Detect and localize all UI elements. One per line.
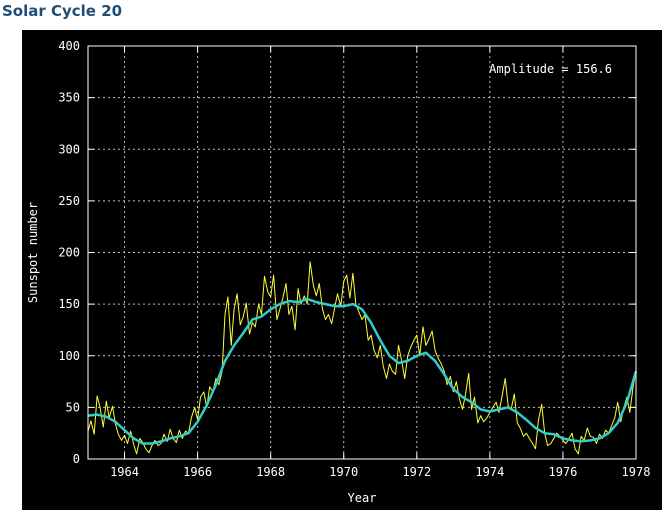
x-tick-label: 1966 <box>183 465 212 479</box>
x-tick-label: 1964 <box>110 465 139 479</box>
page-title: Solar Cycle 20 <box>2 2 123 20</box>
x-tick-label: 1972 <box>402 465 431 479</box>
amplitude-annotation: Amplitude = 156.6 <box>489 62 612 76</box>
x-tick-label: 1968 <box>256 465 285 479</box>
x-tick-label: 1976 <box>548 465 577 479</box>
series-layer <box>87 261 638 455</box>
y-tick-label: 350 <box>58 91 80 105</box>
x-tick-label: 1974 <box>475 465 504 479</box>
y-tick-label: 100 <box>58 349 80 363</box>
chart-svg: 0 50 100 150 200 250 300 350 400 1964 1966 1968 1970… <box>26 39 650 505</box>
monthly-sunspot-line <box>87 261 637 455</box>
y-tick-label: 0 <box>73 452 80 466</box>
tick-layer: 0 50 100 150 200 250 300 350 400 1964 1966 1968 1970… <box>58 39 650 479</box>
x-tick-label: 1978 <box>622 465 651 479</box>
y-tick-label: 400 <box>58 39 80 53</box>
y-tick-label: 50 <box>66 400 80 414</box>
x-axis-label: Year <box>348 491 377 505</box>
y-tick-label: 150 <box>58 297 80 311</box>
sunspot-chart: 0 50 100 150 200 250 300 350 400 1964 1966 1968 1970… <box>22 30 662 510</box>
grid-layer <box>88 46 636 459</box>
y-tick-label: 250 <box>58 194 80 208</box>
x-tick-label: 1970 <box>329 465 358 479</box>
y-tick-label: 200 <box>58 246 80 260</box>
y-tick-label: 300 <box>58 142 80 156</box>
y-axis-label: Sunspot number <box>26 202 40 303</box>
smoothed-sunspot-line <box>87 297 638 445</box>
